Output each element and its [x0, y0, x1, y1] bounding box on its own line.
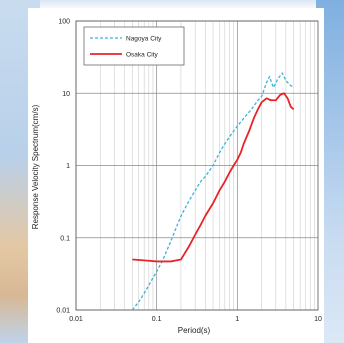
- tick-labels: 0.01 0.1 1 10 0.01 0.1 1 10 100: [56, 19, 322, 324]
- legend-label-nagoya: Nagoya City: [126, 36, 162, 43]
- y-tick-label: 10: [62, 91, 70, 98]
- y-tick-label: 1: [66, 163, 70, 170]
- legend-label-osaka: Osaka City: [126, 52, 159, 59]
- x-tick-label: 10: [314, 316, 322, 323]
- x-tick-label: 1: [235, 316, 239, 323]
- y-tick-label: 0.1: [60, 235, 70, 242]
- series-lines: [131, 72, 295, 311]
- plot-area-frame: [75, 20, 319, 311]
- y-axis-title: Response Velocity Spectrum(cm/s): [31, 104, 40, 229]
- series-line-nagoya-city: [131, 72, 295, 311]
- legend: Nagoya City Osaka City: [83, 26, 185, 66]
- legend-box: [83, 26, 185, 66]
- x-axis-title: Period(s): [178, 326, 211, 335]
- series-line-osaka-city: [132, 92, 295, 263]
- x-tick-label: 0.01: [69, 316, 83, 323]
- y-tick-label: 100: [58, 19, 70, 26]
- background-top: [40, 0, 316, 10]
- x-tick-label: 0.1: [152, 316, 162, 323]
- y-tick-label: 0.01: [56, 308, 70, 315]
